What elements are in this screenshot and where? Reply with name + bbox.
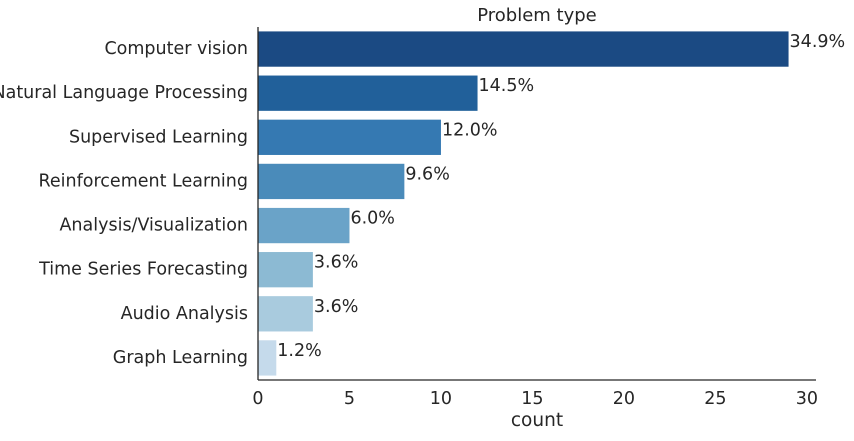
x-tick-label: 15 xyxy=(521,389,543,409)
bar-3 xyxy=(258,163,405,200)
category-label: Graph Learning xyxy=(113,348,248,368)
chart-title: Problem type xyxy=(477,5,597,26)
x-tick-label: 20 xyxy=(613,389,635,409)
category-label: Computer vision xyxy=(104,39,248,59)
bar-value-label: 1.2% xyxy=(277,341,321,361)
bar-5 xyxy=(258,252,313,288)
bar-2 xyxy=(258,119,441,155)
bar-value-label: 3.6% xyxy=(314,253,358,273)
bar-value-label: 6.0% xyxy=(350,209,394,229)
data-labels: 34.9% 14.5% 12.0% 9.6% 6.0% 3.6% 3.6% 1.2% xyxy=(277,32,845,361)
bar-value-label: 9.6% xyxy=(405,164,449,184)
category-labels: Computer vision Natural Language Processi… xyxy=(0,39,248,368)
bar-4 xyxy=(258,207,350,244)
x-axis-label: count xyxy=(511,410,563,431)
x-tick-label: 25 xyxy=(704,389,726,409)
category-label: Analysis/Visualization xyxy=(59,216,248,236)
x-tick-label: 0 xyxy=(252,389,263,409)
bar-0 xyxy=(258,31,789,67)
bar-6 xyxy=(258,296,313,332)
bar-7 xyxy=(258,340,277,376)
bar-value-label: 12.0% xyxy=(442,120,498,140)
category-label: Natural Language Processing xyxy=(0,83,248,103)
bars-group xyxy=(258,31,789,376)
category-label: Time Series Forecasting xyxy=(38,260,248,280)
category-label: Audio Analysis xyxy=(121,304,248,324)
bar-value-label: 34.9% xyxy=(790,32,846,52)
x-axis-ticks: 0 5 10 15 20 25 30 xyxy=(252,389,818,409)
category-label: Supervised Learning xyxy=(69,127,248,147)
bar-1 xyxy=(258,75,478,111)
category-label: Reinforcement Learning xyxy=(39,171,248,191)
x-tick-label: 10 xyxy=(430,389,452,409)
x-tick-label: 5 xyxy=(344,389,355,409)
bar-value-label: 14.5% xyxy=(479,76,535,96)
x-tick-label: 30 xyxy=(796,389,818,409)
bar-value-label: 3.6% xyxy=(314,297,358,317)
